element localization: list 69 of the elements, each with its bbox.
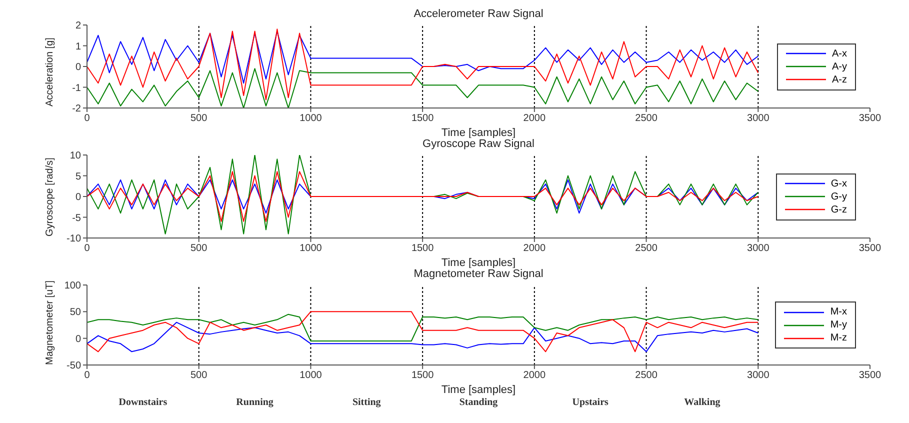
x-tick-label: 3000	[747, 370, 770, 382]
y-tick-label: 100	[64, 280, 82, 292]
text: Standing	[459, 397, 498, 408]
y-axis-title: Acceleration [g]	[44, 37, 56, 106]
x-tick-label: 3000	[747, 243, 770, 254]
x-tick-label: 3000	[747, 113, 770, 124]
line-series	[87, 314, 759, 342]
x-tick-label: 500	[190, 243, 208, 254]
text: Running	[236, 397, 274, 408]
legend-label: G-y	[830, 190, 847, 203]
text: Walking	[684, 397, 720, 408]
x-tick-label: 2000	[523, 113, 546, 124]
y-tick-label: -1	[72, 82, 82, 94]
x-axis-title: Time [samples]	[441, 127, 516, 139]
legend-label: M-z	[830, 332, 847, 344]
legend-label: A-y	[832, 60, 847, 73]
x-axis-title: Time [samples]	[441, 384, 516, 396]
text: Sitting	[352, 397, 381, 408]
x-tick-label: 0	[84, 243, 90, 254]
x-tick-label: 3500	[858, 113, 882, 124]
y-tick-label: 1	[75, 41, 82, 52]
y-axis-title: Gyroscope [rad/s]	[44, 157, 56, 236]
y-tick-label: -10	[66, 234, 82, 245]
chart-title: Magnetometer Raw Signal	[412, 268, 544, 281]
x-tick-label: 1500	[411, 113, 434, 124]
line-series	[87, 68, 759, 108]
x-tick-label: 1000	[300, 113, 322, 124]
line-series	[87, 311, 759, 352]
y-tick-label: -5	[72, 212, 82, 224]
x-tick-label: 2000	[523, 243, 546, 254]
x-tick-label: 1000	[300, 370, 322, 382]
legend-label: G-z	[830, 203, 847, 216]
x-tick-label: 3500	[858, 243, 882, 254]
chart-title: Accelerometer Raw Signal	[412, 8, 544, 21]
y-axis-title: Magnetometer [uT]	[44, 280, 56, 365]
x-tick-label: 0	[84, 370, 90, 382]
y-tick-label: 2	[75, 20, 82, 32]
x-axis-title: Time [samples]	[441, 257, 516, 269]
text: Downstairs	[118, 397, 168, 408]
x-tick-label: 500	[190, 113, 208, 124]
legend-label: M-x	[830, 306, 847, 318]
y-tick-label: -2	[72, 104, 82, 115]
y-tick-label: 0	[75, 334, 82, 345]
x-tick-label: 1000	[300, 243, 322, 254]
y-tick-label: 0	[75, 192, 82, 204]
x-tick-label: 0	[84, 113, 90, 124]
text: Upstairs	[572, 397, 608, 408]
legend-label: A-z	[832, 73, 847, 86]
x-tick-label: 2500	[635, 243, 658, 254]
x-tick-label: 2000	[523, 370, 546, 382]
chart-title: Gyroscope Raw Signal	[422, 138, 536, 151]
legend-label: A-x	[832, 47, 847, 60]
x-tick-label: 500	[190, 370, 208, 382]
x-tick-label: 2500	[635, 370, 658, 382]
y-tick-label: 5	[75, 171, 82, 182]
x-tick-label: 2500	[635, 113, 658, 124]
line-series	[87, 28, 759, 100]
legend-label: M-y	[830, 318, 847, 332]
y-tick-label: 50	[70, 307, 82, 318]
line-series	[87, 30, 759, 84]
legend-label: G-x	[830, 177, 847, 190]
y-tick-label: 0	[75, 62, 82, 74]
line-series	[87, 322, 759, 352]
line-series	[87, 171, 759, 222]
x-tick-label: 1500	[411, 243, 434, 254]
y-tick-label: -50	[66, 360, 82, 372]
x-tick-label: 3500	[858, 370, 882, 382]
x-tick-label: 1500	[411, 370, 434, 382]
y-tick-label: 10	[70, 150, 82, 162]
